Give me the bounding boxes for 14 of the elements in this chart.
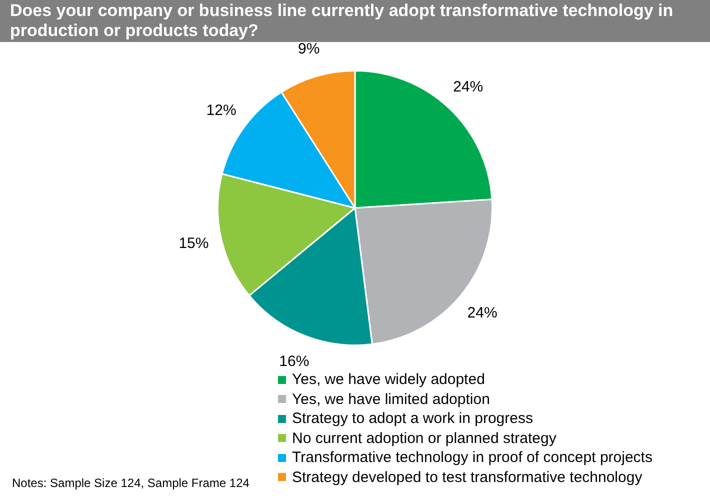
data-label: 9% xyxy=(298,40,320,58)
data-label: 12% xyxy=(206,102,236,120)
text: Notes: Sample Size 124, Sample Frame 124 xyxy=(12,476,250,490)
data-label: 16% xyxy=(279,352,310,370)
data-label: 15% xyxy=(178,235,209,252)
legend-label: Strategy developed to test transformative technology xyxy=(292,468,642,487)
legend-label: No current adoption or planned strategy xyxy=(292,428,556,448)
legend-label: Transformative technology in proof of concept projects xyxy=(292,448,652,468)
legend-label: Strategy to adopt a work in progress xyxy=(292,409,533,428)
data-label: 24% xyxy=(467,304,498,322)
legend-label: Yes, we have widely adopted xyxy=(292,370,485,390)
legend-label: Yes, we have limited adoption xyxy=(292,390,490,409)
chart-title: Does your company or business line currently adopt transformative technology in production or products today? xyxy=(0,0,710,42)
data-label: 24% xyxy=(453,78,484,96)
